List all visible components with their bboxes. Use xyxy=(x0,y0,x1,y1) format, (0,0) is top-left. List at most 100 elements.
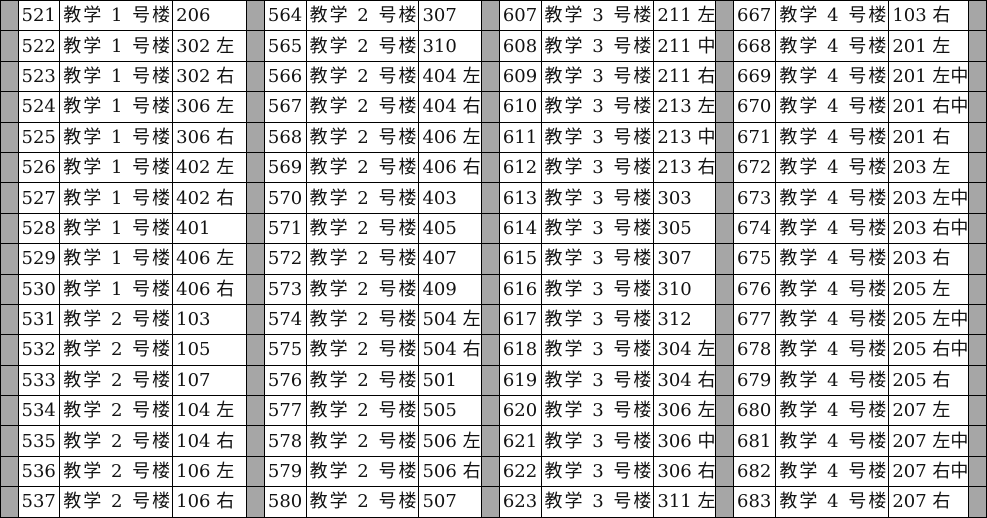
number-cell: 535 xyxy=(17,425,61,457)
number-cell: 611 xyxy=(498,121,542,153)
number-cell: 612 xyxy=(498,151,542,184)
number-cell: 623 xyxy=(498,486,542,518)
building-cell: 教学 4 号楼 xyxy=(775,486,890,518)
gray-separator-cell xyxy=(715,273,735,305)
room-cell: 105 xyxy=(172,334,247,366)
table-row: 524 教学 1 号楼 306 左 567 教学 2 号楼 404 右 610 教学 3 号楼… xyxy=(0,91,987,123)
room-cell: 205 右 xyxy=(888,364,970,397)
gray-separator-cell xyxy=(480,30,500,62)
room-cell: 203 右中 xyxy=(888,212,970,245)
building-cell: 教学 4 号楼 xyxy=(775,425,890,457)
gray-separator-cell xyxy=(968,182,987,214)
building-cell: 教学 3 号楼 xyxy=(540,303,655,336)
building-cell: 教学 3 号楼 xyxy=(540,486,655,518)
number-cell: 523 xyxy=(17,60,61,93)
table-row: 526 教学 1 号楼 402 左 569 教学 2 号楼 406 右 612 教学 3 号楼… xyxy=(0,151,987,184)
gray-separator-cell xyxy=(480,364,500,397)
number-cell: 613 xyxy=(498,182,542,214)
room-cell: 404 左 xyxy=(418,60,482,93)
number-cell: 681 xyxy=(733,425,777,457)
room-cell: 205 左中 xyxy=(888,303,970,336)
building-cell: 教学 1 号楼 xyxy=(59,0,174,32)
number-cell: 670 xyxy=(733,91,777,123)
number-cell: 524 xyxy=(17,91,61,123)
table-row: 525 教学 1 号楼 306 右 568 教学 2 号楼 406 左 611 教学 3 号楼… xyxy=(0,121,987,153)
building-cell: 教学 2 号楼 xyxy=(305,121,420,153)
gray-separator-cell xyxy=(0,121,19,153)
gray-separator-cell xyxy=(0,243,19,275)
gray-separator-cell xyxy=(480,273,500,305)
gray-separator-cell xyxy=(245,395,265,427)
gray-separator-cell xyxy=(0,0,19,32)
gray-separator-cell xyxy=(715,91,735,123)
gray-separator-cell xyxy=(245,425,265,457)
number-cell: 568 xyxy=(263,121,307,153)
building-cell: 教学 2 号楼 xyxy=(305,151,420,184)
building-cell: 教学 2 号楼 xyxy=(305,273,420,305)
building-cell: 教学 3 号楼 xyxy=(540,395,655,427)
gray-separator-cell xyxy=(480,334,500,366)
gray-separator-cell xyxy=(715,334,735,366)
room-cell: 307 xyxy=(653,243,717,275)
gray-separator-cell xyxy=(0,455,19,488)
building-cell: 教学 4 号楼 xyxy=(775,91,890,123)
gray-separator-cell xyxy=(715,303,735,336)
building-cell: 教学 4 号楼 xyxy=(775,395,890,427)
gray-separator-cell xyxy=(715,395,735,427)
room-cell: 213 右 xyxy=(653,151,717,184)
room-cell: 203 左中 xyxy=(888,182,970,214)
gray-separator-cell xyxy=(0,273,19,305)
number-cell: 577 xyxy=(263,395,307,427)
building-cell: 教学 1 号楼 xyxy=(59,182,174,214)
number-cell: 618 xyxy=(498,334,542,366)
building-cell: 教学 2 号楼 xyxy=(305,91,420,123)
number-cell: 526 xyxy=(17,151,61,184)
number-cell: 668 xyxy=(733,30,777,62)
gray-separator-cell xyxy=(245,455,265,488)
number-cell: 566 xyxy=(263,60,307,93)
gray-separator-cell xyxy=(715,455,735,488)
table-row: 530 教学 1 号楼 406 右 573 教学 2 号楼 409 616 教学 3 号楼 31… xyxy=(0,273,987,305)
room-cell: 407 xyxy=(418,243,482,275)
table-row: 521 教学 1 号楼 206 564 教学 2 号楼 307 607 教学 3 号楼 211 … xyxy=(0,0,987,32)
table-row: 529 教学 1 号楼 406 左 572 教学 2 号楼 407 615 教学 3 号楼 30… xyxy=(0,243,987,275)
gray-separator-cell xyxy=(245,243,265,275)
gray-separator-cell xyxy=(0,364,19,397)
gray-separator-cell xyxy=(968,334,987,366)
building-cell: 教学 2 号楼 xyxy=(59,425,174,457)
building-cell: 教学 2 号楼 xyxy=(305,455,420,488)
room-cell: 311 左 xyxy=(653,486,717,518)
building-cell: 教学 4 号楼 xyxy=(775,455,890,488)
number-cell: 530 xyxy=(17,273,61,305)
room-cell: 310 xyxy=(418,30,482,62)
room-cell: 402 左 xyxy=(172,151,247,184)
number-cell: 521 xyxy=(17,0,61,32)
gray-separator-cell xyxy=(480,243,500,275)
gray-separator-cell xyxy=(968,30,987,62)
number-cell: 682 xyxy=(733,455,777,488)
building-cell: 教学 2 号楼 xyxy=(305,486,420,518)
room-cell: 401 xyxy=(172,212,247,245)
gray-separator-cell xyxy=(715,486,735,518)
gray-separator-cell xyxy=(968,60,987,93)
room-cell: 207 左中 xyxy=(888,425,970,457)
room-cell: 304 左 xyxy=(653,334,717,366)
table-row: 531 教学 2 号楼 103 574 教学 2 号楼 504 左 617 教学 3 号楼 31… xyxy=(0,303,987,336)
room-cell: 303 xyxy=(653,182,717,214)
number-cell: 615 xyxy=(498,243,542,275)
number-cell: 579 xyxy=(263,455,307,488)
gray-separator-cell xyxy=(715,212,735,245)
building-cell: 教学 3 号楼 xyxy=(540,212,655,245)
gray-separator-cell xyxy=(968,395,987,427)
building-cell: 教学 2 号楼 xyxy=(305,212,420,245)
number-cell: 529 xyxy=(17,243,61,275)
gray-separator-cell xyxy=(0,395,19,427)
gray-separator-cell xyxy=(715,425,735,457)
gray-separator-cell xyxy=(0,151,19,184)
building-cell: 教学 2 号楼 xyxy=(59,395,174,427)
room-cell: 409 xyxy=(418,273,482,305)
room-cell: 203 右 xyxy=(888,243,970,275)
number-cell: 567 xyxy=(263,91,307,123)
table-row: 532 教学 2 号楼 105 575 教学 2 号楼 504 右 618 教学 3 号楼 30… xyxy=(0,334,987,366)
room-cell: 211 中 xyxy=(653,30,717,62)
